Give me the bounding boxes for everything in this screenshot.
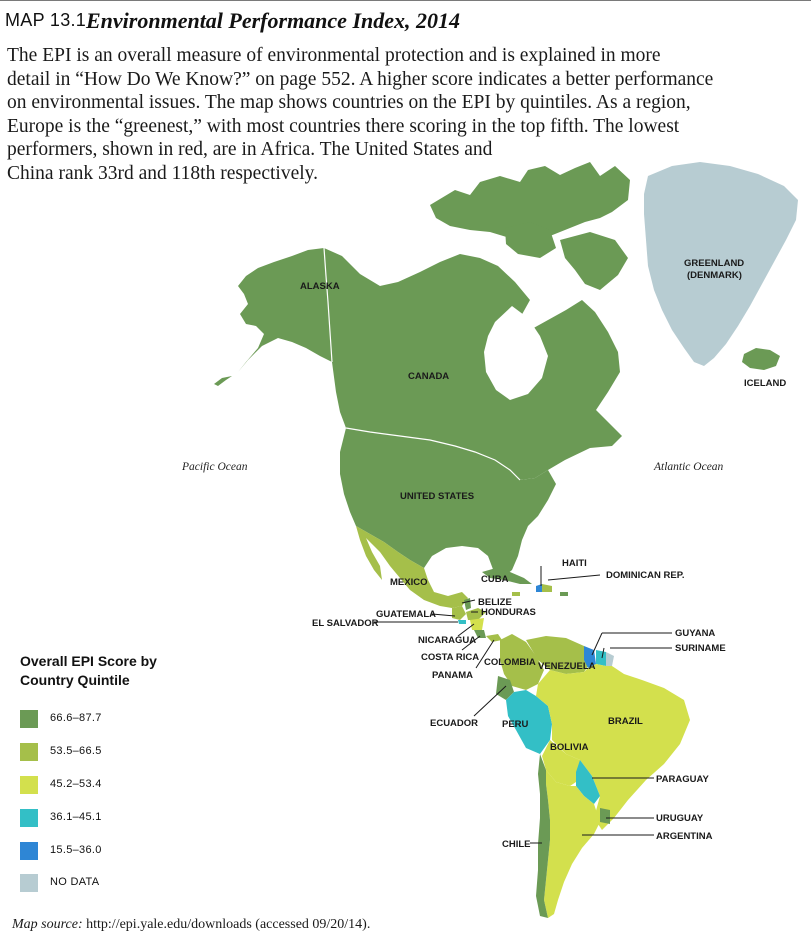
arctic-island (560, 232, 628, 290)
alaska (238, 248, 332, 372)
label-iceland: ICELAND (744, 378, 786, 389)
label-peru: PERU (502, 719, 529, 730)
honduras (466, 608, 486, 620)
label-dominican-rep: DOMINICAN REP. (606, 570, 684, 581)
label-costa-rica: COSTA RICA (421, 652, 479, 663)
legend-label: 36.1–45.1 (50, 811, 102, 823)
belize (464, 598, 471, 610)
label-suriname: SURINAME (675, 643, 726, 654)
map-legend: Overall EPI Score by Country Quintile 66… (20, 652, 220, 892)
guyana (584, 646, 596, 668)
legend-title: Overall EPI Score by Country Quintile (20, 652, 220, 690)
label-guatemala: GUATEMALA (376, 609, 436, 620)
label-argentina: ARGENTINA (656, 831, 713, 842)
chile (536, 754, 550, 918)
legend-label: 15.5–36.0 (50, 844, 102, 856)
atlantic-ocean-label: Atlantic Ocean (653, 461, 724, 473)
label-belize: BELIZE (478, 597, 512, 608)
map-header: MAP 13.1 Environmental Performance Index… (0, 0, 811, 41)
ecuador (496, 676, 514, 700)
united-states (340, 428, 556, 578)
description-line: detail in “How Do We Know?” on page 552.… (7, 68, 714, 90)
source-text: http://epi.yale.edu/downloads (accessed … (82, 917, 371, 932)
legend-swatch (20, 710, 38, 728)
label-el-salvador: EL SALVADOR (312, 618, 379, 629)
legend-swatch (20, 842, 38, 860)
uruguay (600, 808, 610, 824)
label-colombia: COLOMBIA (484, 657, 536, 668)
french-guiana (606, 652, 614, 666)
brazil (536, 664, 690, 830)
legend-swatch (20, 809, 38, 827)
legend-swatch (20, 874, 38, 892)
argentina (544, 770, 600, 918)
colombia (500, 634, 544, 690)
label-greenland: GREENLAND (684, 258, 744, 269)
jamaica (512, 592, 520, 596)
label-alaska: ALASKA (300, 281, 340, 292)
canada (324, 248, 622, 480)
label-chile: CHILE (502, 839, 531, 850)
label-panama: PANAMA (432, 670, 473, 681)
label-haiti: HAITI (562, 558, 587, 569)
description-line: Europe is the “greenest,” with most coun… (7, 115, 680, 137)
label-canada: CANADA (408, 371, 449, 382)
label-cuba: CUBA (481, 574, 509, 585)
label-venezuela: VENEZUELA (538, 661, 596, 672)
arctic-islands (430, 162, 630, 240)
puerto-rico (560, 592, 568, 596)
greenland (644, 162, 798, 366)
label-greenland-denmark: (DENMARK) (687, 270, 742, 281)
mexico (356, 526, 468, 608)
us-canada-border (345, 427, 521, 481)
nicaragua (470, 618, 484, 630)
label-united-states: UNITED STATES (400, 491, 474, 502)
label-paraguay: PARAGUAY (656, 774, 709, 785)
label-brazil: BRAZIL (608, 716, 643, 727)
label-guyana: GUYANA (675, 628, 715, 639)
paraguay (576, 760, 600, 804)
map-description: The EPI is an overall measure of environ… (7, 44, 797, 185)
hudson-bay (484, 306, 548, 400)
label-uruguay: URUGUAY (656, 813, 704, 824)
legend-swatch (20, 776, 38, 794)
label-honduras: HONDURAS (481, 607, 536, 618)
leader-lines (374, 566, 672, 844)
description-line: China rank 33rd and 118th respectively. (7, 162, 319, 184)
label-nicaragua: NICARAGUA (418, 635, 476, 646)
map-title: Environmental Performance Index, 2014 (86, 8, 461, 33)
pacific-ocean-label: Pacific Ocean (181, 461, 248, 473)
arctic-island (505, 222, 556, 258)
dominican-rep (542, 584, 552, 592)
aleutian-islands (214, 376, 232, 386)
iceland (742, 348, 780, 370)
venezuela (526, 636, 592, 674)
label-bolivia: BOLIVIA (550, 742, 589, 753)
label-mexico: MEXICO (390, 577, 427, 588)
suriname (596, 650, 606, 666)
legend-label: 45.2–53.4 (50, 778, 102, 790)
costa-rica (474, 630, 486, 638)
legend-title-line: Country Quintile (20, 672, 130, 688)
source-label: Map source: (12, 917, 83, 932)
map-number: MAP 13.1 (5, 10, 87, 30)
peru (506, 690, 552, 754)
panama (486, 634, 502, 642)
description-line: The EPI is an overall measure of environ… (7, 45, 661, 66)
el-salvador (458, 620, 466, 624)
description-line: performers, shown in red, are in Africa.… (7, 139, 493, 160)
legend-swatch (20, 743, 38, 761)
alaska-canada-border (323, 247, 333, 363)
legend-title-line: Overall EPI Score by (20, 653, 157, 669)
legend-label: 66.6–87.7 (50, 712, 102, 724)
label-ecuador: ECUADOR (430, 718, 478, 729)
legend-label: 53.5–66.5 (50, 745, 102, 757)
map-source: Map source: http://epi.yale.edu/download… (12, 917, 370, 933)
bolivia (542, 740, 582, 786)
cuba (482, 568, 532, 584)
description-line: on environmental issues. The map shows c… (7, 92, 691, 113)
legend-label: NO DATA (50, 876, 100, 888)
guatemala (452, 606, 466, 620)
